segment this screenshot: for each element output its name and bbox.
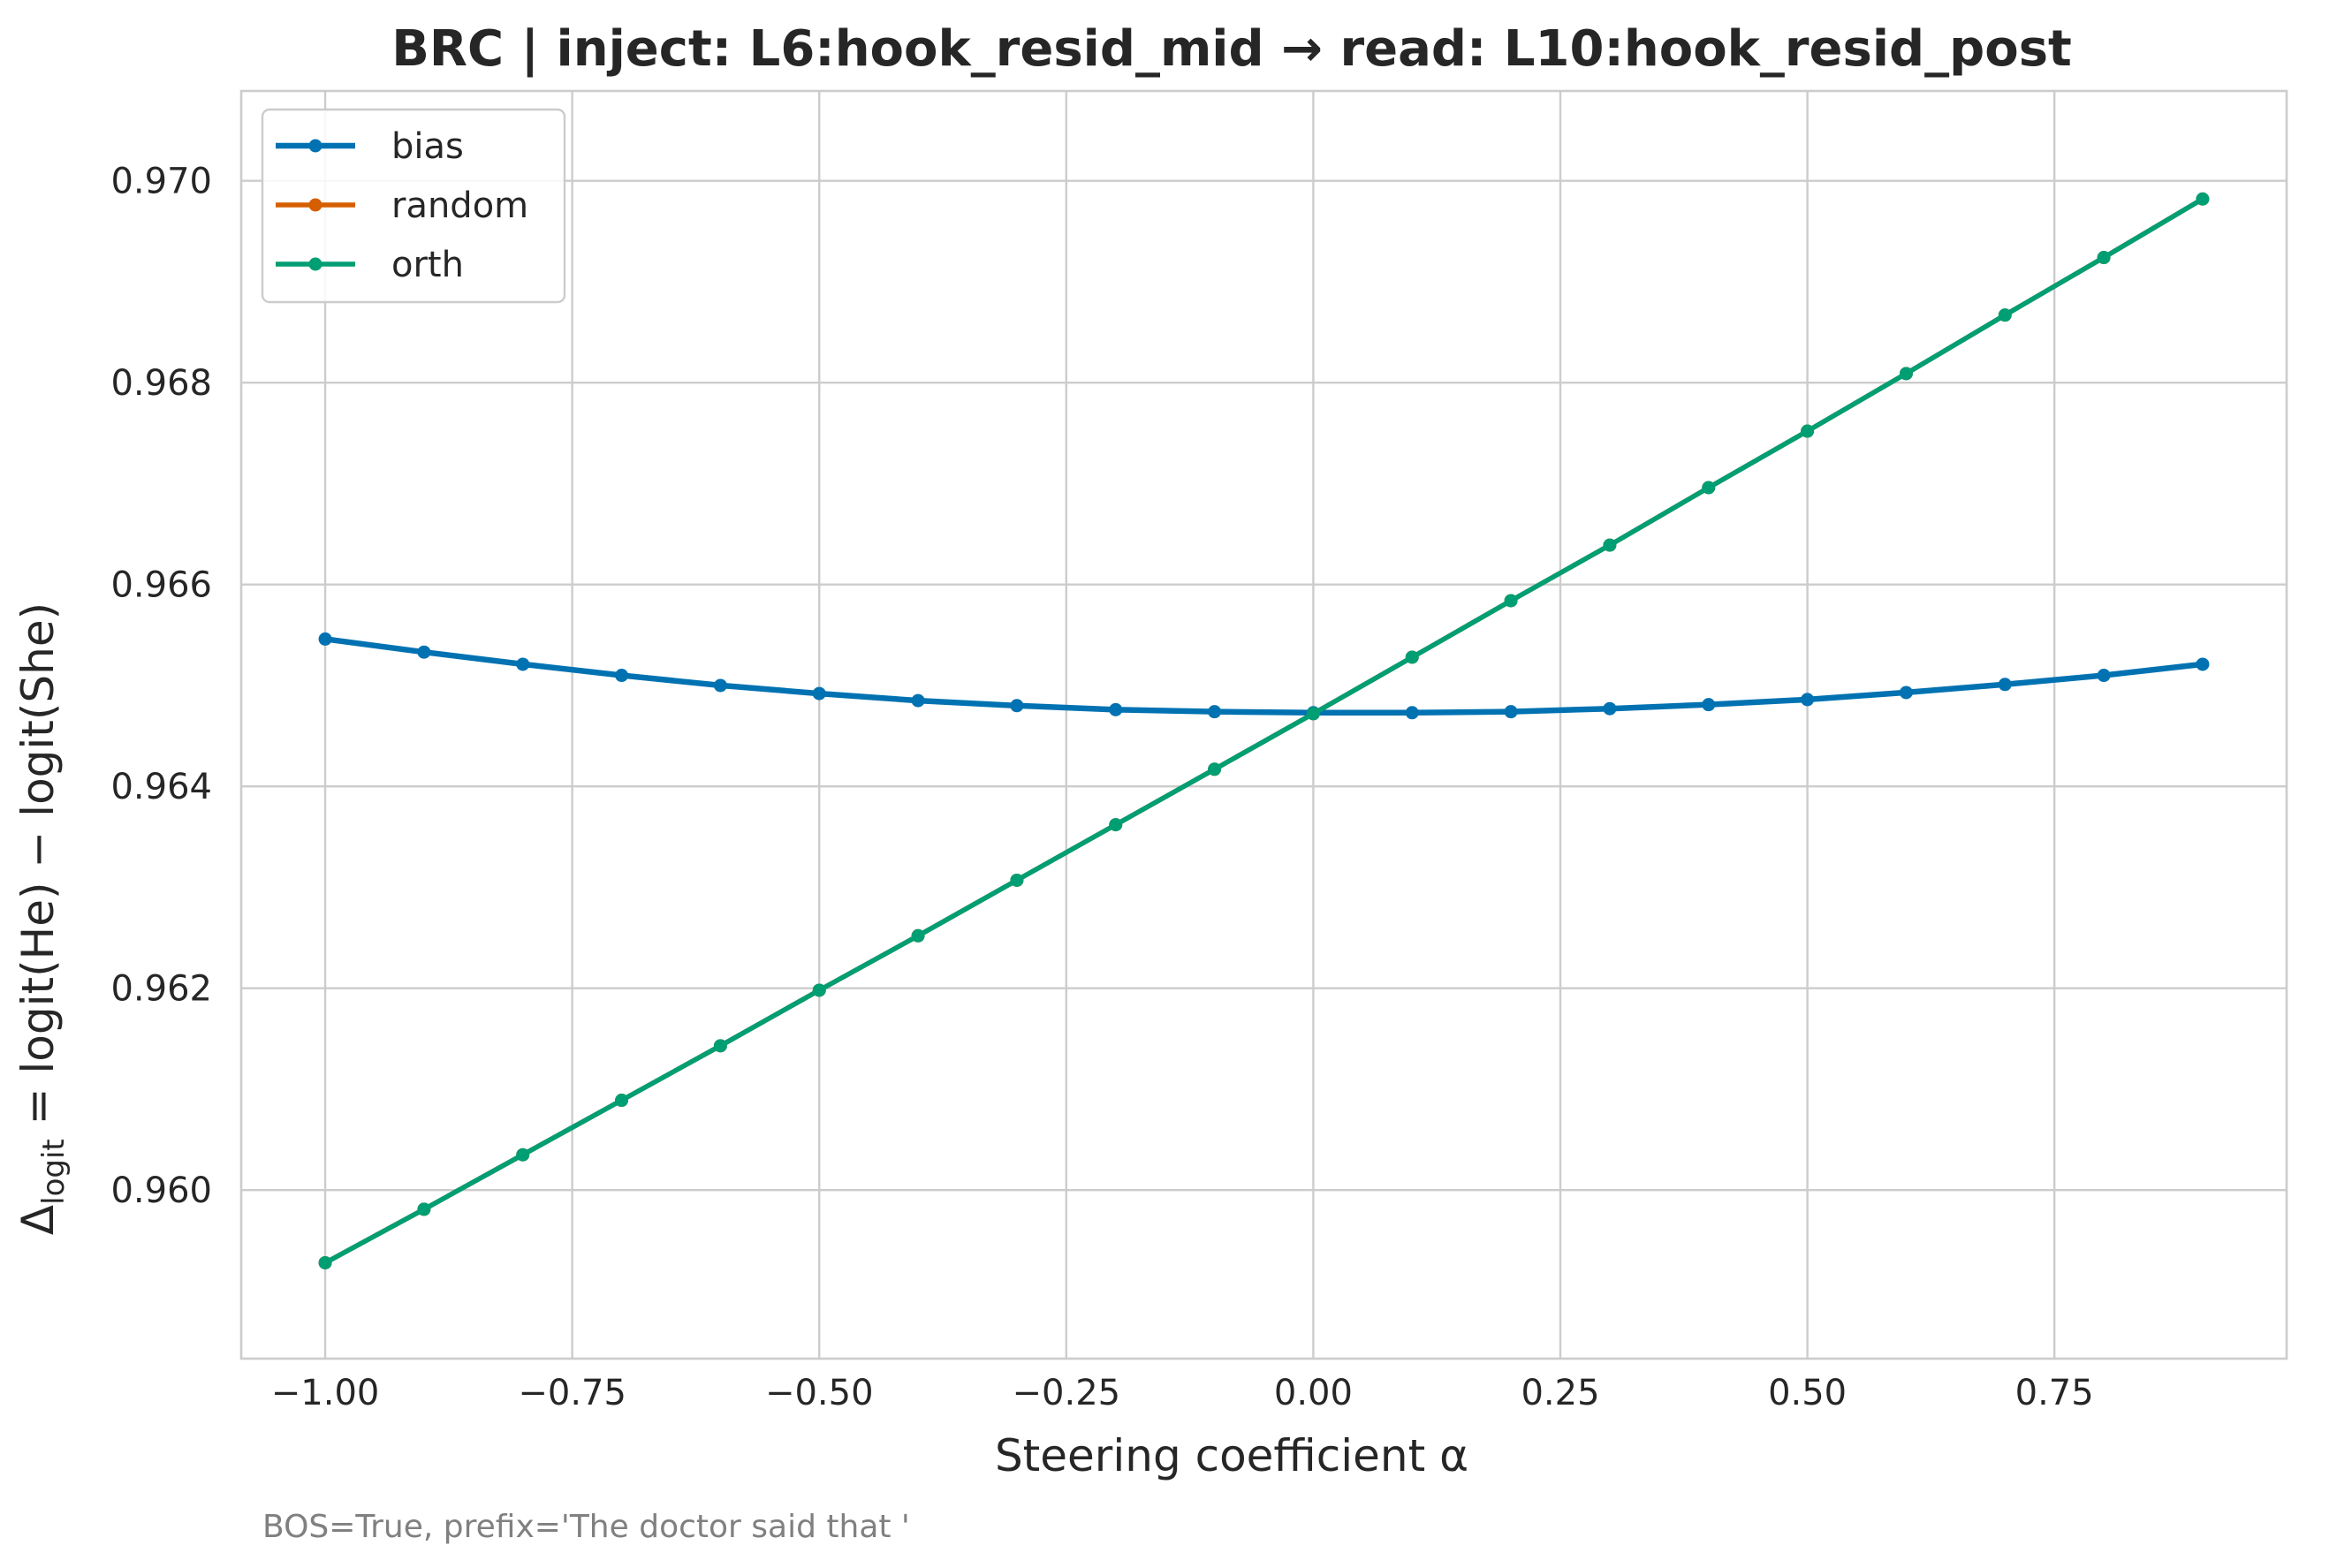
x-tick-label: −0.25: [1013, 1373, 1121, 1413]
series-line-bias: [322, 636, 2206, 716]
x-tick-label: −1.00: [271, 1373, 380, 1413]
data-point-bias: [1010, 699, 1024, 713]
data-point-bias: [713, 678, 727, 693]
data-point-bias: [812, 686, 826, 701]
y-label-formula: = logit(He) − logit(She): [12, 602, 64, 1139]
x-tick-label: 0.75: [2015, 1373, 2094, 1413]
y-label-delta: Δ: [12, 1205, 64, 1235]
data-point-bias: [516, 657, 530, 671]
data-point-orth: [615, 1094, 629, 1108]
x-axis-label: Steering coefficient α: [995, 1430, 1468, 1481]
data-point-orth: [2097, 251, 2111, 265]
legend-marker-orth: [308, 257, 322, 271]
data-point-orth: [1208, 762, 1222, 776]
data-point-bias: [1504, 705, 1518, 719]
data-point-bias: [2097, 669, 2111, 683]
data-point-bias: [1899, 686, 1913, 700]
data-point-bias: [417, 645, 431, 659]
y-tick-label: 0.964: [110, 767, 212, 807]
data-point-bias: [615, 669, 629, 683]
x-tick-label: 0.25: [1521, 1373, 1599, 1413]
footnote: BOS=True, prefix='The doctor said that ': [262, 1509, 910, 1545]
data-point-bias: [2196, 657, 2210, 671]
series-bias: [318, 632, 2210, 720]
data-point-orth: [1010, 873, 1024, 887]
legend-label-bias: bias: [391, 126, 464, 167]
data-point-orth: [2196, 192, 2210, 206]
legend-label-random: random: [391, 186, 528, 226]
legend-frame: [261, 108, 566, 304]
data-point-orth: [1899, 367, 1913, 381]
data-point-orth: [812, 983, 826, 997]
data-point-bias: [1405, 706, 1419, 720]
y-tick-label: 0.962: [110, 969, 212, 1010]
legend: bias random orth: [261, 108, 566, 304]
data-point-bias: [1801, 693, 1815, 707]
data-point-bias: [318, 632, 332, 646]
series-line-orth: [322, 196, 2205, 1266]
data-point-orth: [1998, 308, 2012, 322]
chart-title: BRC | inject: L6:hook_resid_mid → read: …: [391, 20, 2072, 78]
series-layer: [318, 192, 2210, 1269]
plot-background: [241, 91, 2287, 1359]
x-tick-label: −0.50: [765, 1373, 874, 1413]
y-tick-label: 0.968: [110, 363, 212, 404]
y-tick-label: 0.970: [110, 162, 212, 202]
data-point-orth: [1504, 594, 1518, 608]
x-tick-label: 0.00: [1274, 1373, 1353, 1413]
y-axis-ticks: 0.960 0.962 0.964 0.966 0.968 0.970: [110, 162, 212, 1212]
data-point-bias: [1702, 698, 1716, 712]
data-point-bias: [1603, 701, 1617, 716]
x-tick-label: 0.50: [1768, 1373, 1847, 1413]
data-point-bias: [911, 693, 925, 708]
plot-frame: [239, 89, 2288, 1360]
y-axis-label: Δlogit = logit(He) − logit(She): [12, 602, 72, 1235]
data-point-orth: [1405, 650, 1419, 664]
y-tick-label: 0.966: [110, 565, 212, 606]
x-tick-label: −0.75: [518, 1373, 626, 1413]
data-point-orth: [417, 1202, 431, 1216]
data-point-orth: [1109, 818, 1123, 832]
data-point-orth: [1801, 424, 1815, 438]
legend-label-orth: orth: [391, 245, 464, 285]
data-point-orth: [713, 1039, 727, 1053]
data-point-orth: [1306, 707, 1320, 721]
series-orth: [318, 192, 2210, 1269]
plot-area: [239, 89, 2288, 1360]
data-point-bias: [1998, 678, 2012, 692]
y-label-subscript: logit: [36, 1139, 72, 1205]
legend-marker-bias: [308, 139, 322, 153]
data-point-orth: [1603, 538, 1617, 552]
data-point-bias: [1208, 705, 1222, 719]
data-point-orth: [1702, 481, 1716, 495]
data-point-orth: [516, 1148, 530, 1162]
y-tick-label: 0.960: [110, 1170, 212, 1211]
legend-marker-random: [308, 198, 322, 212]
data-point-orth: [318, 1255, 332, 1269]
data-point-orth: [911, 928, 925, 943]
x-axis-ticks: −1.00 −0.75 −0.50 −0.25 0.00 0.25 0.50 0.75: [271, 1373, 2094, 1413]
data-point-bias: [1109, 702, 1123, 716]
